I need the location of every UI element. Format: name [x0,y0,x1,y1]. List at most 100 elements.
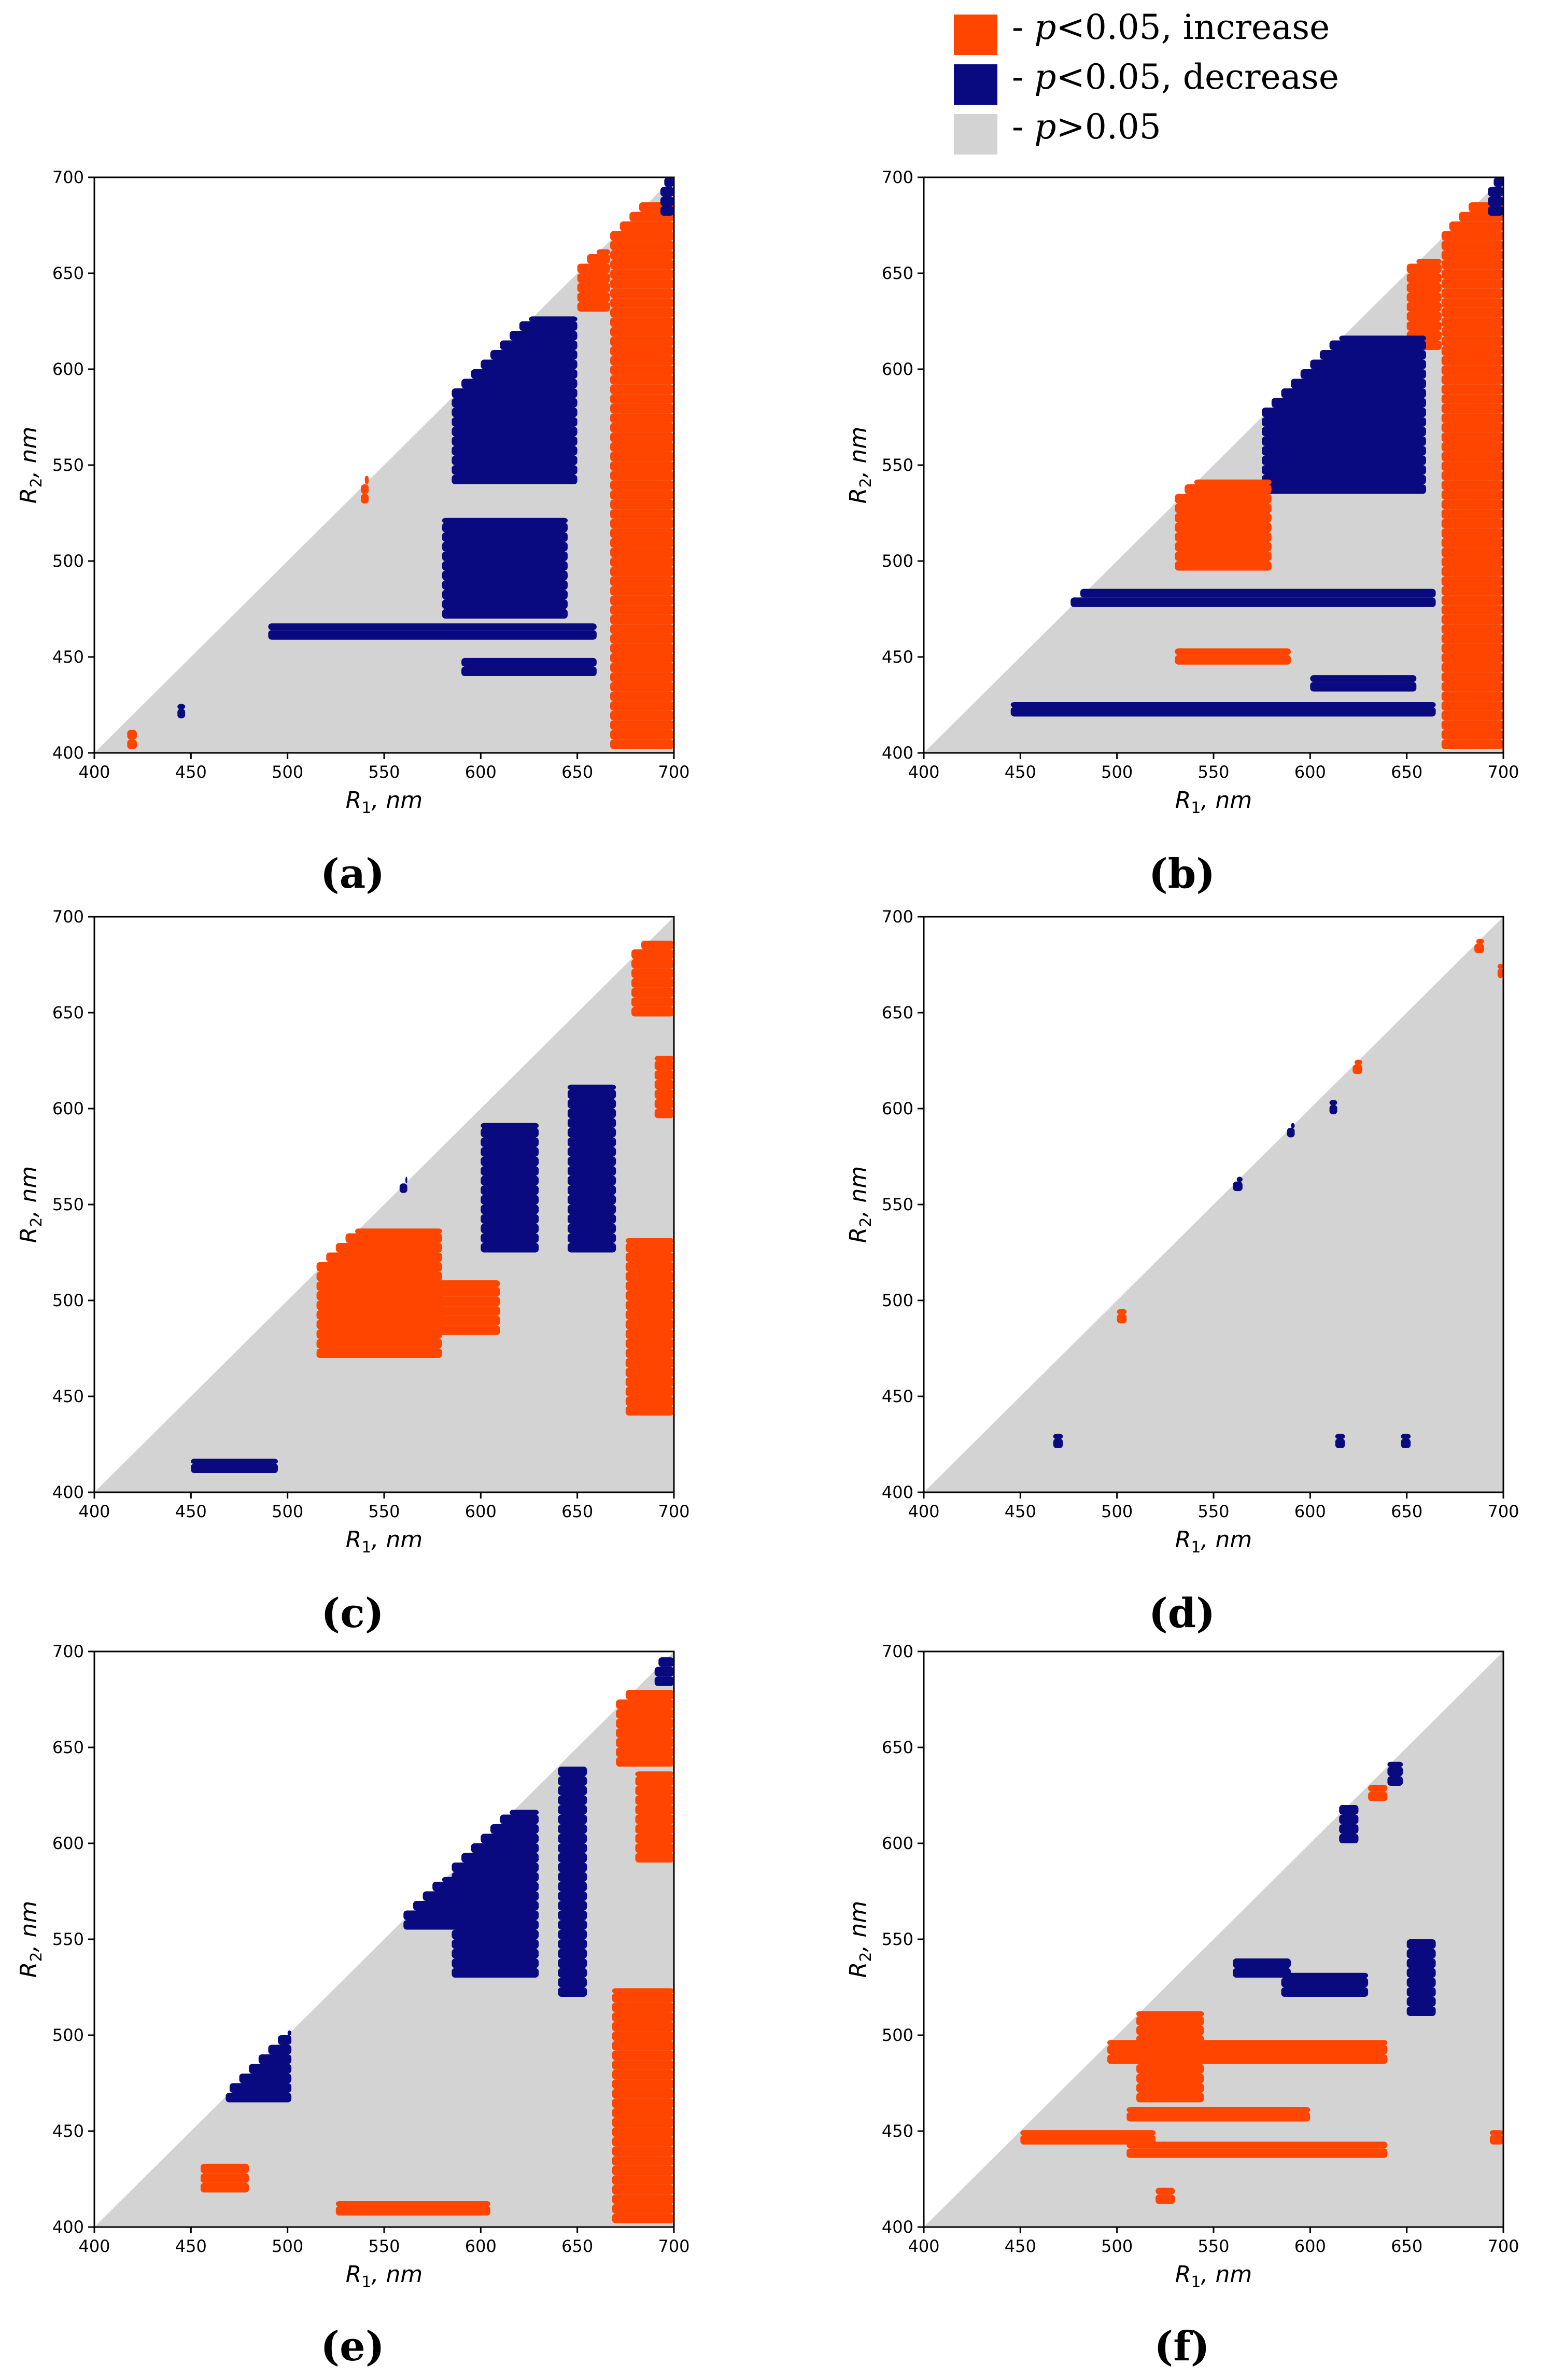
legend-swatch-decrease [954,64,997,105]
cell-strip-increase [1136,2011,1204,2017]
cell-strip-increase [1441,356,1503,366]
cell-strip-increase [316,1348,442,1358]
region-decrease [1233,1177,1243,1192]
x-tick-label: 700 [658,762,689,782]
x-tick-label: 650 [561,2236,593,2256]
cell-strip-decrease [558,1872,587,1882]
cell-strip-decrease [568,1195,616,1205]
x-tick-label: 500 [272,1502,303,1521]
cell-strip-increase [612,2118,674,2127]
cell-strip-increase [1406,273,1442,283]
cell-strip-increase [438,1280,500,1287]
cell-strip-increase [438,1325,500,1335]
region-decrease [1233,1958,1291,1978]
cell-strip-increase [612,2185,674,2195]
y-tick-label: 400 [882,2217,913,2237]
cell-strip-increase [1117,1309,1127,1314]
y-tick-label: 450 [882,2121,913,2141]
cell-strip-increase [631,949,674,959]
cell-strip-increase [1441,586,1503,596]
panel-label-f: (f) [1154,2323,1210,2370]
cell-strip-increase [1441,288,1503,299]
cell-strip-decrease [1262,408,1426,417]
cell-strip-increase [1136,2074,1204,2083]
y-tick-label: 600 [52,1833,84,1853]
cell-strip-decrease [1291,1123,1295,1128]
cell-strip-increase [1156,2188,1175,2195]
region-increase [610,202,674,749]
legend-label-ns: - p>0.05 [1012,107,1161,147]
cell-strip-increase [610,307,674,318]
cell-strip-increase [1406,292,1442,302]
cell-strip-decrease [442,609,568,619]
region-increase [1441,202,1503,749]
cell-strip-increase [1441,739,1503,749]
cell-strip-increase [1441,317,1503,327]
cell-strip-increase [635,1824,674,1834]
chart-panel: 400 450 500 550 600 650 700 400 450 500 550 600 650 7… [16,1642,690,2291]
x-tick-label: 700 [1487,762,1519,782]
cell-strip-increase [1441,432,1503,442]
cell-strip-decrease [1310,682,1417,692]
cell-strip-increase [625,1238,674,1243]
region-increase [625,1238,674,1416]
cell-strip-increase [316,1310,442,1320]
cell-strip-increase [635,1805,674,1815]
y-axis-label: R2, nm [845,427,875,503]
cell-strip-decrease [452,388,577,398]
cell-strip-increase [610,298,674,308]
cell-strip-increase [1175,503,1272,513]
cell-strip-decrease [1339,1824,1359,1834]
cell-strip-increase [612,2079,674,2089]
cell-strip-increase [610,260,674,270]
y-tick-label: 550 [882,455,913,475]
cell-strip-increase [654,1060,674,1070]
cell-strip-increase [1406,312,1442,321]
cell-strip-increase [610,653,674,663]
cell-strip-increase [610,701,674,711]
cell-strip-decrease [481,1185,539,1195]
cell-strip-increase [1441,490,1503,500]
cell-strip-increase [616,1757,674,1767]
cell-strip-decrease [461,1853,539,1863]
cell-strip-increase [1441,710,1503,721]
x-tick-label: 450 [175,2236,207,2256]
cell-strip-decrease [1080,589,1436,598]
cell-strip-increase [625,1300,674,1310]
cell-strip-decrease [481,1195,539,1205]
cell-strip-increase [1441,576,1503,586]
cell-strip-decrease [461,666,597,676]
cell-strip-increase [1126,2107,1311,2112]
cell-strip-increase [612,2127,674,2137]
cell-strip-increase [596,249,611,255]
cell-strip-increase [1441,365,1503,375]
cell-strip-decrease [558,1891,587,1901]
cell-strip-increase [316,1339,442,1349]
cell-strip-decrease [1335,1434,1345,1439]
cell-strip-increase [1449,221,1503,231]
y-tick-label: 600 [882,359,913,379]
cell-strip-increase [200,2173,249,2183]
cell-strip-decrease [1271,398,1426,408]
region-decrease [1339,1805,1359,1843]
cell-strip-decrease [452,455,577,465]
cell-strip-decrease [1406,1968,1436,1978]
region-decrease [403,1877,462,1930]
cell-strip-increase [625,1320,674,1329]
cell-strip-increase [1136,2025,1204,2035]
cell-strip-decrease [558,1968,587,1978]
cell-strip-decrease [471,369,577,379]
ns-domain [924,177,1503,753]
cell-strip-increase [1441,614,1503,625]
cell-strip-increase [1406,263,1442,273]
cell-strip-increase [1368,1785,1388,1792]
cell-strip-decrease [519,321,577,331]
cell-strip-decrease [1262,417,1426,427]
cell-strip-decrease [558,1949,587,1958]
chart-panel: 400 450 500 550 600 650 700 400 450 500 550 600 650 7… [16,167,690,817]
cell-strip-decrease [1401,1438,1411,1448]
cell-strip-decrease [452,1872,539,1882]
cell-strip-decrease [405,1177,407,1184]
cell-strip-increase [635,1833,674,1843]
cell-strip-decrease [481,1243,539,1253]
